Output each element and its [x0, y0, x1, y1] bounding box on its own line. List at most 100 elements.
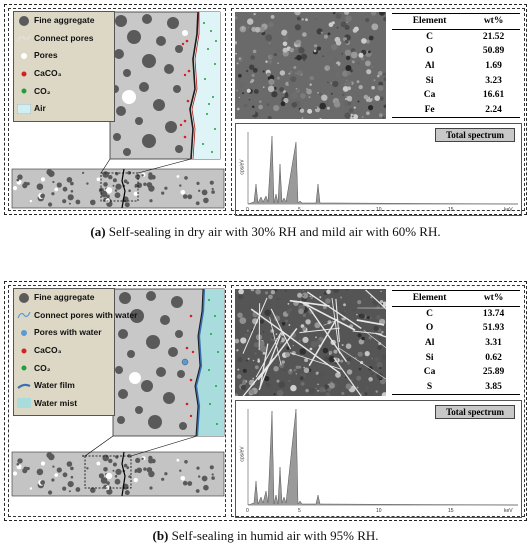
table-cell: 21.52	[482, 31, 505, 42]
legend-item: CaCO₃	[14, 342, 114, 360]
caption-text: Self-sealing in dry air with 30% RH and …	[105, 224, 441, 239]
table-cell: Si	[425, 75, 434, 86]
svg-text:0: 0	[246, 207, 249, 213]
svg-text:10: 10	[376, 508, 382, 514]
table-cell: 3.23	[485, 75, 502, 86]
panel-b: Fine aggregate Connect pores with water Po…	[4, 281, 527, 521]
table-header-element: Element	[392, 13, 468, 30]
table-cell: 51.93	[482, 323, 505, 334]
co2-dot-icon	[17, 84, 31, 98]
svg-text:15: 15	[448, 508, 454, 514]
legend-label: CaCO₃	[34, 345, 62, 356]
legend-label: Fine aggregate	[34, 292, 95, 303]
legend-item: CO₂	[14, 359, 114, 377]
legend-a: Fine aggregate Connect pores Pores CaCO₃ CO₂…	[13, 11, 115, 122]
pores-icon	[17, 49, 31, 63]
x-unit: keV	[504, 207, 513, 213]
svg-text:5: 5	[298, 508, 301, 514]
element-table-a: Element wt% C 21.52 O 50.89 Al 1.69 Si 3.23 C…	[392, 13, 520, 119]
legend-label: Air	[34, 103, 46, 114]
legend-item: Pores with water	[14, 324, 114, 342]
table-cell: 16.61	[482, 90, 505, 101]
table-header-wt: wt%	[467, 13, 520, 30]
legend-label: CaCO₃	[34, 68, 62, 79]
y-axis-label: cps/eV	[239, 446, 246, 462]
eds-spectrum-b: 0 5 10 15 keV cps/eV Total spectrum	[235, 400, 522, 518]
table-cell: C	[426, 308, 434, 319]
table-cell: Ca	[423, 367, 436, 378]
analysis-b: Element wt% C 13.74 O 51.93 Al 3.31 Si 0.62 C…	[231, 285, 525, 518]
legend-label: Water mist	[34, 397, 78, 408]
air-swatch-icon	[17, 102, 31, 116]
legend-label: CO₂	[34, 362, 51, 373]
analysis-a: Element wt% C 21.52 O 50.89 Al 1.69 Si 3.23 C…	[231, 8, 525, 216]
table-cell: C	[426, 31, 434, 42]
legend-item: CO₂	[14, 82, 114, 100]
water-film-icon	[17, 379, 31, 393]
table-cell: Fe	[392, 102, 468, 119]
spectrum-title: Total spectrum	[435, 128, 515, 142]
legend-label: Connect pores with water	[34, 309, 138, 320]
legend-item: Connect pores with water	[14, 307, 137, 325]
legend-item: Connect pores	[14, 30, 114, 48]
sem-image-a	[235, 12, 386, 119]
caption-label: (b)	[152, 528, 169, 543]
spectrum-plot-a: 0 5 10 15 keV	[246, 132, 519, 213]
eds-spectrum-a: 0 5 10 15 keV cps/eV Total spectrum	[235, 123, 522, 216]
table-header-element: Element	[392, 290, 468, 307]
svg-text:10: 10	[376, 207, 382, 213]
crack-schematic-a	[11, 11, 225, 209]
caption-text: Self-sealing in humid air with 95% RH.	[168, 528, 379, 543]
table-cell: Si	[425, 352, 434, 363]
table-cell: 0.62	[485, 352, 502, 363]
caption-b: (b) Self-sealing in humid air with 95% R…	[0, 528, 531, 544]
caco3-dot-icon	[17, 67, 31, 81]
legend-item: Fine aggregate	[14, 12, 114, 30]
legend-label: Pores with water	[34, 327, 102, 338]
table-header-wt: wt%	[467, 290, 520, 307]
legend-item: Water film	[14, 377, 114, 395]
fine-aggregate-icon	[17, 291, 31, 305]
table-cell: 2.24	[467, 102, 520, 119]
fine-aggregate-icon	[17, 14, 31, 28]
water-mist-swatch-icon	[17, 396, 31, 410]
pores-water-icon	[17, 326, 31, 340]
connect-pores-icon	[17, 31, 31, 45]
schematic-b: Fine aggregate Connect pores with water Po…	[8, 285, 226, 517]
legend-label: CO₂	[34, 85, 51, 96]
caco3-dot-icon	[17, 344, 31, 358]
element-table-b: Element wt% C 13.74 O 51.93 Al 3.31 Si 0.62 C…	[392, 290, 520, 396]
legend-item: Fine aggregate	[14, 289, 114, 307]
table-cell: 3.31	[485, 338, 502, 349]
table-cell: Ca	[423, 90, 436, 101]
table-cell: 3.85	[467, 379, 520, 396]
table-cell: Al	[424, 338, 435, 349]
svg-text:15: 15	[448, 207, 454, 213]
caption-a: (a) Self-sealing in dry air with 30% RH …	[0, 224, 531, 240]
co2-dot-icon	[17, 361, 31, 375]
legend-label: Pores	[34, 50, 58, 61]
legend-label: Fine aggregate	[34, 15, 95, 26]
legend-label: Water film	[34, 380, 75, 391]
caption-label: (a)	[90, 224, 106, 239]
legend-item: Air	[14, 100, 114, 118]
table-cell: O	[425, 46, 434, 57]
legend-item: Water mist	[14, 395, 114, 413]
crack-schematic-b	[11, 288, 225, 497]
x-unit: keV	[504, 508, 513, 514]
y-axis-label: cps/eV	[239, 159, 246, 175]
panel-a: Fine aggregate Connect pores Pores CaCO₃ CO₂…	[4, 4, 527, 216]
table-cell: 50.89	[482, 46, 505, 57]
table-cell: O	[425, 323, 434, 334]
spectrum-plot-b: 0 5 10 15 keV	[246, 408, 519, 514]
connect-pores-water-icon	[17, 308, 31, 322]
sem-image-b	[235, 289, 386, 396]
legend-item: Pores	[14, 47, 114, 65]
table-cell: 13.74	[482, 308, 505, 319]
legend-b: Fine aggregate Connect pores with water Po…	[13, 288, 137, 416]
svg-text:0: 0	[246, 508, 249, 514]
table-cell: 1.69	[485, 61, 502, 72]
table-cell: S	[392, 379, 468, 396]
table-cell: 25.89	[482, 367, 505, 378]
schematic-a: Fine aggregate Connect pores Pores CaCO₃ CO₂…	[8, 8, 226, 211]
